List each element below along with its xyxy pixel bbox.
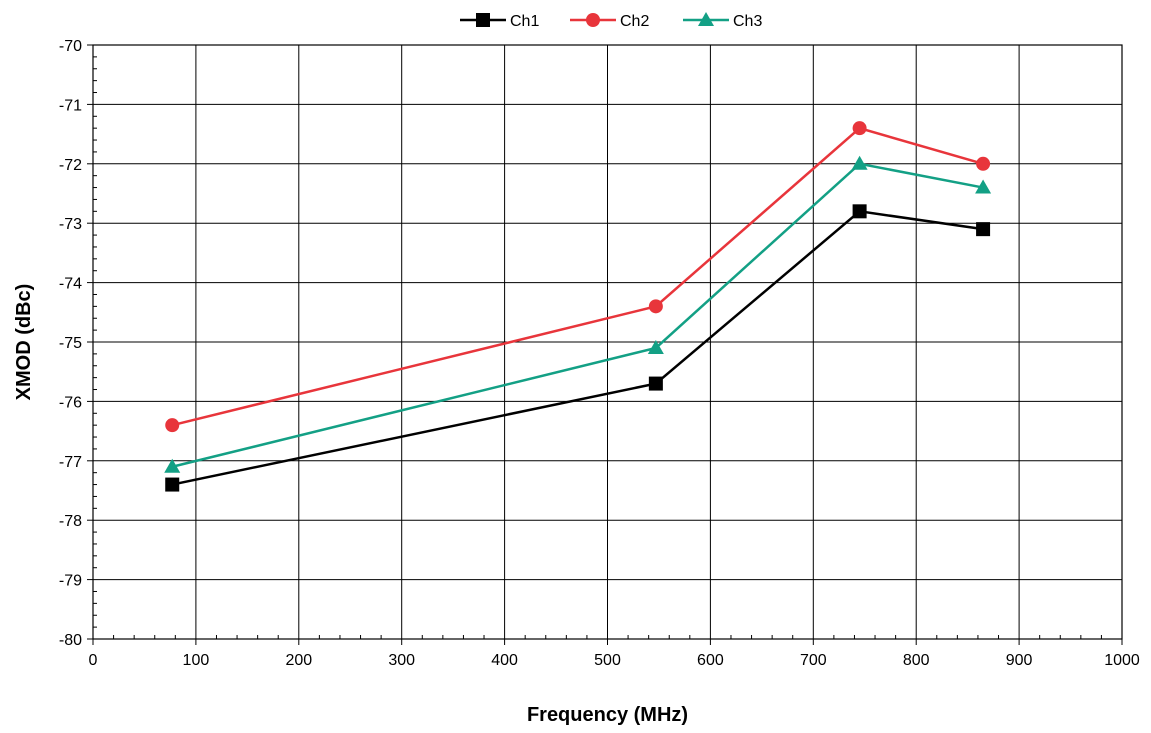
x-tick-label: 600 xyxy=(697,652,724,669)
x-tick-label: 700 xyxy=(800,652,827,669)
x-tick-label: 100 xyxy=(183,652,210,669)
y-axis-title: XMOD (dBc) xyxy=(13,284,35,401)
x-tick-label: 900 xyxy=(1006,652,1033,669)
series-line-ch2 xyxy=(171,126,984,427)
legend-label: Ch3 xyxy=(733,13,762,30)
y-tick-label: -73 xyxy=(59,216,82,233)
y-tick-label: -70 xyxy=(59,38,82,55)
y-tick-label: -71 xyxy=(59,97,82,114)
data-point-ch2 xyxy=(852,121,867,136)
grid xyxy=(93,45,1122,639)
data-point-ch2 xyxy=(165,418,180,433)
series-ch2 xyxy=(165,121,991,433)
legend-item-ch3: Ch3 xyxy=(683,12,762,30)
y-tick-label: -80 xyxy=(59,632,82,649)
data-point-ch1 xyxy=(852,204,867,219)
series-ch3 xyxy=(164,155,992,473)
x-tick-label: 200 xyxy=(285,652,312,669)
series-ch1 xyxy=(165,204,991,492)
y-tick-label: -76 xyxy=(59,394,82,411)
y-tick-label: -72 xyxy=(59,157,82,174)
legend-item-ch1: Ch1 xyxy=(460,13,539,30)
y-tick-label: -78 xyxy=(59,513,82,530)
series-lines xyxy=(164,121,992,492)
data-point-ch2 xyxy=(648,299,663,314)
x-tick-label: 500 xyxy=(594,652,621,669)
x-axis-title: Frequency (MHz) xyxy=(527,704,688,726)
legend-item-ch2: Ch2 xyxy=(570,13,649,30)
x-tick-label: 300 xyxy=(388,652,415,669)
y-tick-label: -79 xyxy=(59,573,82,590)
data-point-ch3 xyxy=(851,155,868,170)
legend-label: Ch2 xyxy=(620,13,649,30)
legend-marker xyxy=(476,13,490,27)
data-point-ch1 xyxy=(165,477,180,492)
data-point-ch3 xyxy=(647,339,664,354)
series-line-ch3 xyxy=(171,162,984,468)
data-point-ch1 xyxy=(976,222,991,237)
y-tick-label: -75 xyxy=(59,335,82,352)
data-point-ch3 xyxy=(164,458,181,473)
x-tick-label: 800 xyxy=(903,652,930,669)
series-line-ch1 xyxy=(171,210,984,486)
x-tick-label: 0 xyxy=(89,652,98,669)
data-point-ch1 xyxy=(648,376,663,391)
axes: -70 -71 -72 -73 -74 -75 -76 -77 -78 -79 -80 0 100 200… xyxy=(59,38,1140,669)
legend-marker xyxy=(698,12,714,26)
x-tick-label: 400 xyxy=(491,652,518,669)
y-tick-label: -77 xyxy=(59,454,82,471)
legend-label: Ch1 xyxy=(510,13,539,30)
data-point-ch2 xyxy=(976,156,991,171)
x-tick-label: 1000 xyxy=(1104,652,1140,669)
data-point-ch3 xyxy=(975,179,992,194)
y-tick-label: -74 xyxy=(59,276,82,293)
legend: Ch1 Ch2 Ch3 xyxy=(460,12,762,30)
legend-marker xyxy=(586,13,600,27)
